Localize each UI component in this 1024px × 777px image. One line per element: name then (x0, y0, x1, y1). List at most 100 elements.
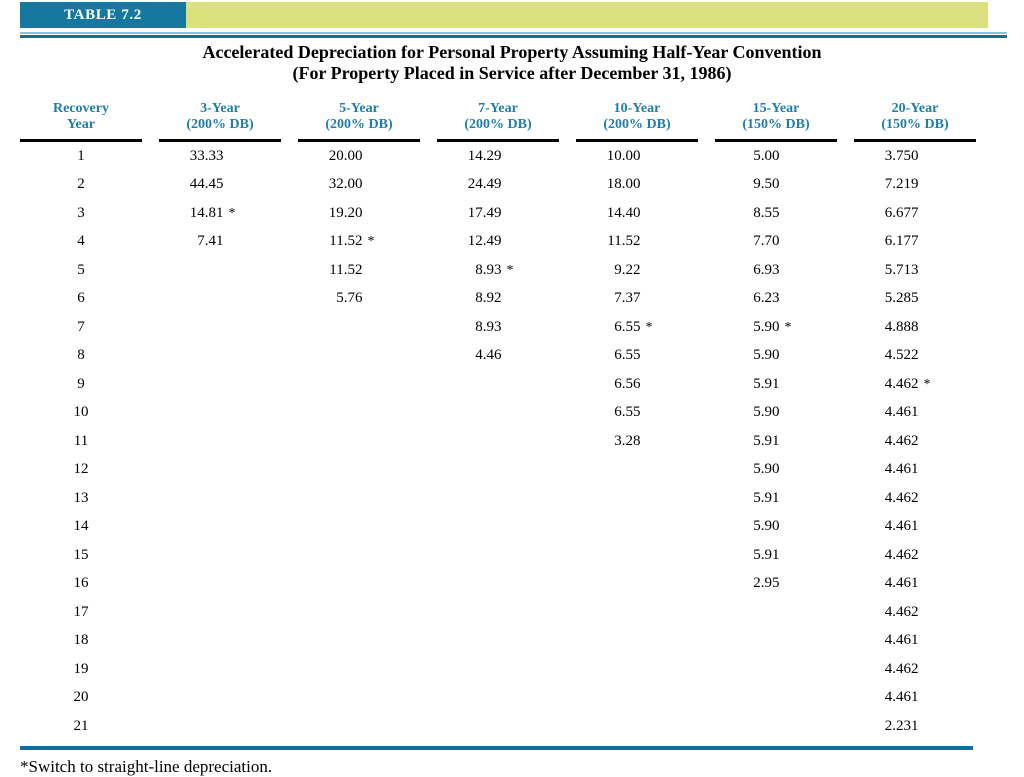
rate-value: 11.52 (607, 233, 641, 250)
rate-value: 24.49 (467, 176, 502, 193)
rate-cell (576, 513, 698, 542)
rate-cell: 11.52 (298, 256, 420, 285)
rate-cell: 20.00 (298, 142, 420, 171)
recovery-year-cell: 11 (73, 432, 89, 449)
column-header-10-year: 10-Year (200% DB) (576, 86, 698, 142)
rate-cell: 24.49 (437, 171, 559, 200)
recovery-year-cell: 6 (77, 290, 85, 307)
rate-cell: 2.231 (854, 712, 976, 741)
rate-cell (159, 684, 281, 713)
rate-cell (298, 513, 420, 542)
rate-cell (159, 655, 281, 684)
rate-cell (298, 484, 420, 513)
rate-cell: 4.462 (854, 598, 976, 627)
rate-value: 5.285 (884, 290, 919, 307)
rate-value: 4.522 (884, 347, 919, 364)
rate-value: 17.49 (467, 204, 502, 221)
recovery-year-cell: 18 (73, 632, 89, 649)
recovery-year-cell: 5 (77, 261, 85, 278)
column-header-line: 15-Year (752, 101, 800, 116)
rate-cell: 5.90 (715, 342, 837, 371)
rate-cell (437, 627, 559, 656)
rate-cell: 44.45 (159, 171, 281, 200)
rate-value: 4.462 (884, 546, 919, 563)
rate-cell (159, 313, 281, 342)
rate-cell: 4.461 (854, 684, 976, 713)
rate-value: 5.90 (753, 518, 780, 535)
table-row: 2 44.45 32.00 24.49 18.00 9.50 7.219 (20, 171, 976, 200)
switch-to-straight-line-marker: * (923, 376, 931, 392)
rate-value: 6.677 (884, 204, 919, 221)
table-row: 16 2.95 4.461 (20, 570, 976, 599)
rate-cell (576, 684, 698, 713)
rate-cell (298, 541, 420, 570)
rate-value: 6.93 (753, 261, 780, 278)
table-title-line2: (For Property Placed in Service after De… (292, 63, 732, 83)
table-row: 11 3.28 5.91 4.462 (20, 427, 976, 456)
rate-cell: 17.49 (437, 199, 559, 228)
rate-cell: 4.462 (854, 655, 976, 684)
recovery-year-cell: 4 (77, 233, 85, 250)
column-header-5-year: 5-Year (200% DB) (298, 86, 420, 142)
rate-cell (298, 427, 420, 456)
rate-cell (576, 484, 698, 513)
rate-cell: 10.00 (576, 142, 698, 171)
rate-cell (298, 399, 420, 428)
rate-value: 32.00 (328, 176, 363, 193)
rate-value: 11.52 (329, 261, 363, 278)
rate-cell (298, 456, 420, 485)
rate-cell (159, 570, 281, 599)
rate-value: 4.461 (884, 689, 919, 706)
rate-cell (715, 598, 837, 627)
rate-cell: 7.37 (576, 285, 698, 314)
rate-cell: 5.91 (715, 541, 837, 570)
recovery-year-cell: 7 (77, 318, 85, 335)
table-row: 3 14.81 * 19.20 17.49 14.40 8.55 6.677 (20, 199, 976, 228)
rate-cell (159, 399, 281, 428)
rate-cell: 3.28 (576, 427, 698, 456)
rate-cell: 4.461 (854, 513, 976, 542)
rate-value: 3.750 (884, 147, 919, 164)
rate-value: 5.91 (753, 489, 780, 506)
rate-cell (437, 598, 559, 627)
table-row: 10 6.55 5.90 4.461 (20, 399, 976, 428)
rate-value: 33.33 (189, 147, 224, 164)
rate-cell (576, 598, 698, 627)
rate-cell (298, 598, 420, 627)
rate-cell (298, 712, 420, 741)
column-header-line: (200% DB) (186, 117, 254, 132)
rate-cell: 6.55 * (576, 313, 698, 342)
rate-cell (437, 399, 559, 428)
recovery-year-cell: 17 (73, 603, 89, 620)
table-row: 14 5.90 4.461 (20, 513, 976, 542)
column-header-20-year: 20-Year (150% DB) (854, 86, 976, 142)
table-title-line1: Accelerated Depreciation for Personal Pr… (202, 42, 822, 62)
rate-value: 4.462 (884, 660, 919, 677)
rate-cell (298, 684, 420, 713)
rate-cell (715, 684, 837, 713)
column-header-line: 3-Year (200, 101, 240, 116)
rate-value: 4.462 (884, 432, 919, 449)
rate-value: 10.00 (606, 147, 641, 164)
rate-cell: 5.90 (715, 456, 837, 485)
rate-value: 4.461 (884, 404, 919, 421)
rate-cell: 5.285 (854, 285, 976, 314)
rate-value: 9.50 (753, 176, 780, 193)
rate-cell: 4.462 (854, 427, 976, 456)
table-row: 1 33.33 20.00 14.29 10.00 5.00 3.750 (20, 142, 976, 171)
table-row: 18 4.461 (20, 627, 976, 656)
table-row: 21 2.231 (20, 712, 976, 741)
rate-value: 7.41 (197, 233, 224, 250)
rate-value: 4.461 (884, 575, 919, 592)
rate-cell (298, 655, 420, 684)
rate-cell (159, 342, 281, 371)
rate-cell: 8.55 (715, 199, 837, 228)
table-row: 19 4.462 (20, 655, 976, 684)
rate-cell (159, 427, 281, 456)
column-header-7-year: 7-Year (200% DB) (437, 86, 559, 142)
switch-to-straight-line-marker: * (228, 205, 236, 221)
rate-value: 12.49 (467, 233, 502, 250)
column-header-recovery-year: Recovery Year (20, 86, 142, 142)
rate-cell: 8.93 * (437, 256, 559, 285)
recovery-year-cell: 15 (73, 546, 89, 563)
